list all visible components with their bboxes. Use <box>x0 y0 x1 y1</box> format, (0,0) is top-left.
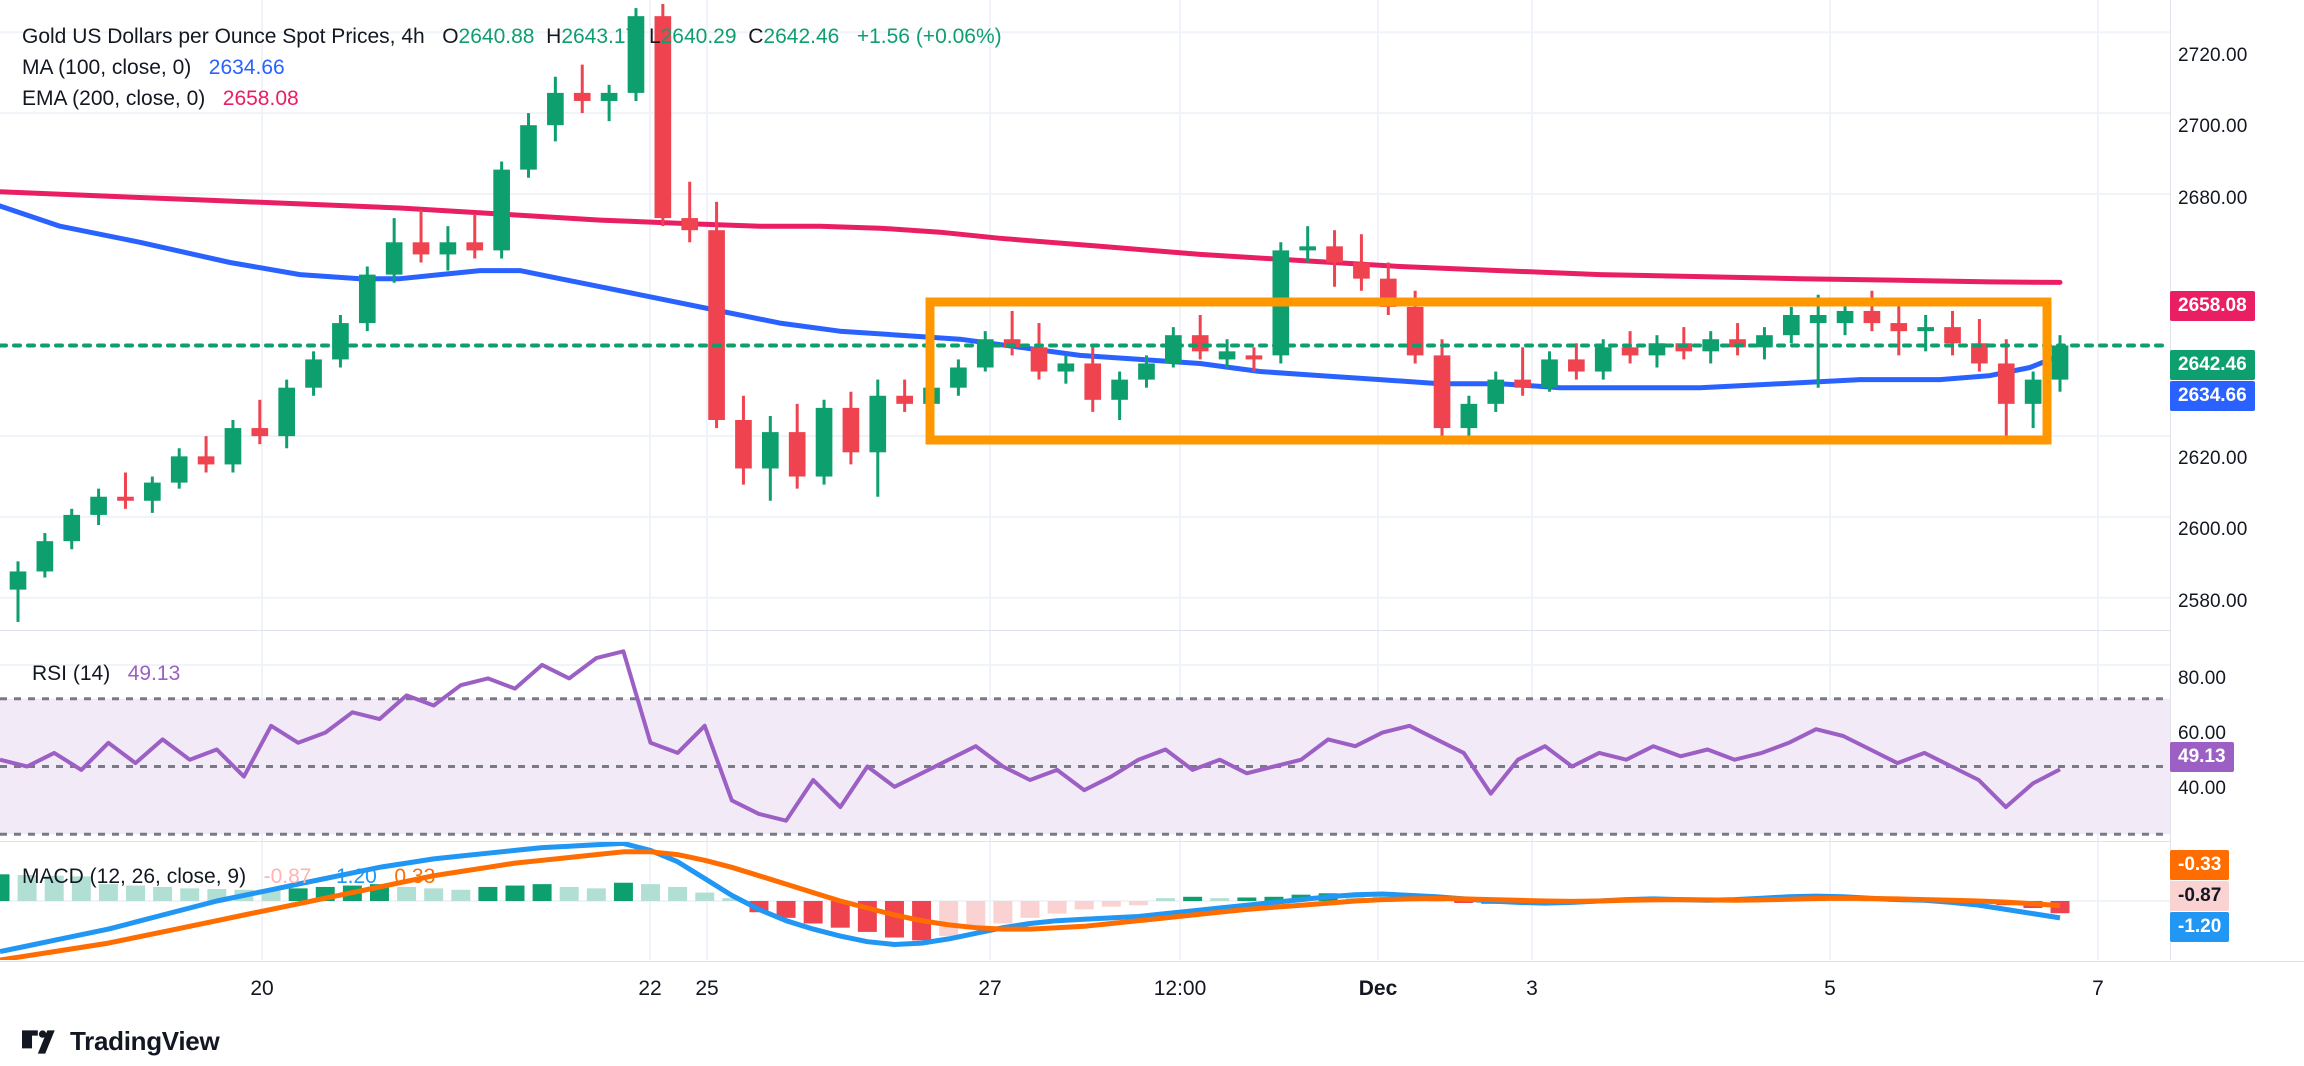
ema-indicator-legend[interactable]: EMA (200, close, 0) 2658.08 <box>22 84 299 114</box>
time-label-25: 25 <box>695 977 719 1000</box>
ma-price-badge[interactable]: 2634.66 <box>2170 381 2255 411</box>
open-prefix: O <box>442 25 459 48</box>
time-label-22: 22 <box>638 977 662 1000</box>
high-value: 2643.17 <box>561 25 638 48</box>
change-value: +1.56 (+0.06%) <box>856 25 1002 48</box>
close-prefix: C <box>748 25 764 48</box>
open-value: 2640.88 <box>458 25 535 48</box>
low-value: 2640.29 <box>660 25 737 48</box>
time-label-27: 27 <box>978 977 1002 1000</box>
tradingview-logo[interactable]: TradingView <box>22 1026 220 1057</box>
rsi-indicator-legend[interactable]: RSI (14) 49.13 <box>32 659 180 689</box>
macd-histogram-badge[interactable]: -0.87 <box>2170 881 2230 911</box>
macd-signal-badge[interactable]: -0.33 <box>2170 850 2230 880</box>
time-label-5: 5 <box>1824 977 1836 1000</box>
high-prefix: H <box>546 25 562 48</box>
main-series-legend[interactable]: Gold US Dollars per Ounce Spot Prices, 4… <box>22 22 1002 52</box>
ema-value: 2658.08 <box>222 87 299 110</box>
last-price-badge[interactable]: 2642.46 <box>2170 350 2255 380</box>
tradingview-logo-icon <box>22 1029 60 1054</box>
time-scale[interactable]: 20 22 25 27 12:00 Dec 3 5 7 <box>0 961 2304 1021</box>
macd-line-badge[interactable]: -1.20 <box>2170 912 2230 942</box>
time-label-12-00: 12:00 <box>1153 977 1207 1000</box>
price-pane[interactable] <box>0 0 2170 630</box>
rsi-value-badge[interactable]: 49.13 <box>2170 742 2234 772</box>
price-tick-2600: 2600.00 <box>2178 519 2248 540</box>
price-tick-2700: 2700.00 <box>2178 116 2248 137</box>
price-tick-2620: 2620.00 <box>2178 448 2248 469</box>
time-label-20: 20 <box>250 977 274 1000</box>
orange-range-rectangle <box>925 297 2052 445</box>
price-tick-2580: 2580.00 <box>2178 591 2248 612</box>
tradingview-wordmark: TradingView <box>70 1026 220 1056</box>
macd-chart-canvas[interactable] <box>0 842 2170 960</box>
price-tick-2720: 2720.00 <box>2178 45 2248 66</box>
time-label-3: 3 <box>1526 977 1538 1000</box>
price-scale[interactable]: 2720.00 2700.00 2680.00 2620.00 2600.00 … <box>2170 0 2304 960</box>
macd-signal-value: 0.33 <box>394 865 436 888</box>
pane-divider-price-rsi <box>0 630 2304 631</box>
macd-pane[interactable] <box>0 842 2170 960</box>
rsi-title[interactable]: RSI (14) <box>32 662 111 685</box>
symbol-title[interactable]: Gold US Dollars per Ounce Spot Prices, 4… <box>22 25 425 48</box>
rsi-chart-canvas[interactable] <box>0 631 2170 841</box>
macd-indicator-legend[interactable]: MACD (12, 26, close, 9) -0.87 -1.20 0.33 <box>22 862 435 892</box>
ma-indicator-legend[interactable]: MA (100, close, 0) 2634.66 <box>22 53 285 83</box>
candle-series <box>9 4 2069 622</box>
macd-title[interactable]: MACD (12, 26, close, 9) <box>22 865 247 888</box>
axis-divider <box>2170 0 2171 960</box>
rsi-tick-40: 40.00 <box>2178 778 2227 799</box>
ema-title[interactable]: EMA (200, close, 0) <box>22 87 206 110</box>
price-tick-2680: 2680.00 <box>2178 188 2248 209</box>
rsi-value: 49.13 <box>127 662 181 685</box>
ma-value: 2634.66 <box>208 56 285 79</box>
rsi-pane[interactable] <box>0 631 2170 841</box>
macd-hist-value: -0.87 <box>263 865 312 888</box>
time-label-7: 7 <box>2092 977 2104 1000</box>
rsi-tick-60: 60.00 <box>2178 723 2227 744</box>
time-label-Dec: Dec <box>1358 977 1398 1000</box>
footer: TradingView <box>0 1021 2304 1066</box>
rsi-tick-80: 80.00 <box>2178 668 2227 689</box>
pane-divider-rsi-macd <box>0 841 2304 842</box>
price-chart-canvas[interactable] <box>0 0 2170 630</box>
low-prefix: L <box>648 25 661 48</box>
ma-title[interactable]: MA (100, close, 0) <box>22 56 192 79</box>
macd-line-value: -1.20 <box>329 865 377 888</box>
close-value: 2642.46 <box>763 25 840 48</box>
time-axis-divider <box>0 961 2304 962</box>
ema-price-badge[interactable]: 2658.08 <box>2170 291 2255 321</box>
